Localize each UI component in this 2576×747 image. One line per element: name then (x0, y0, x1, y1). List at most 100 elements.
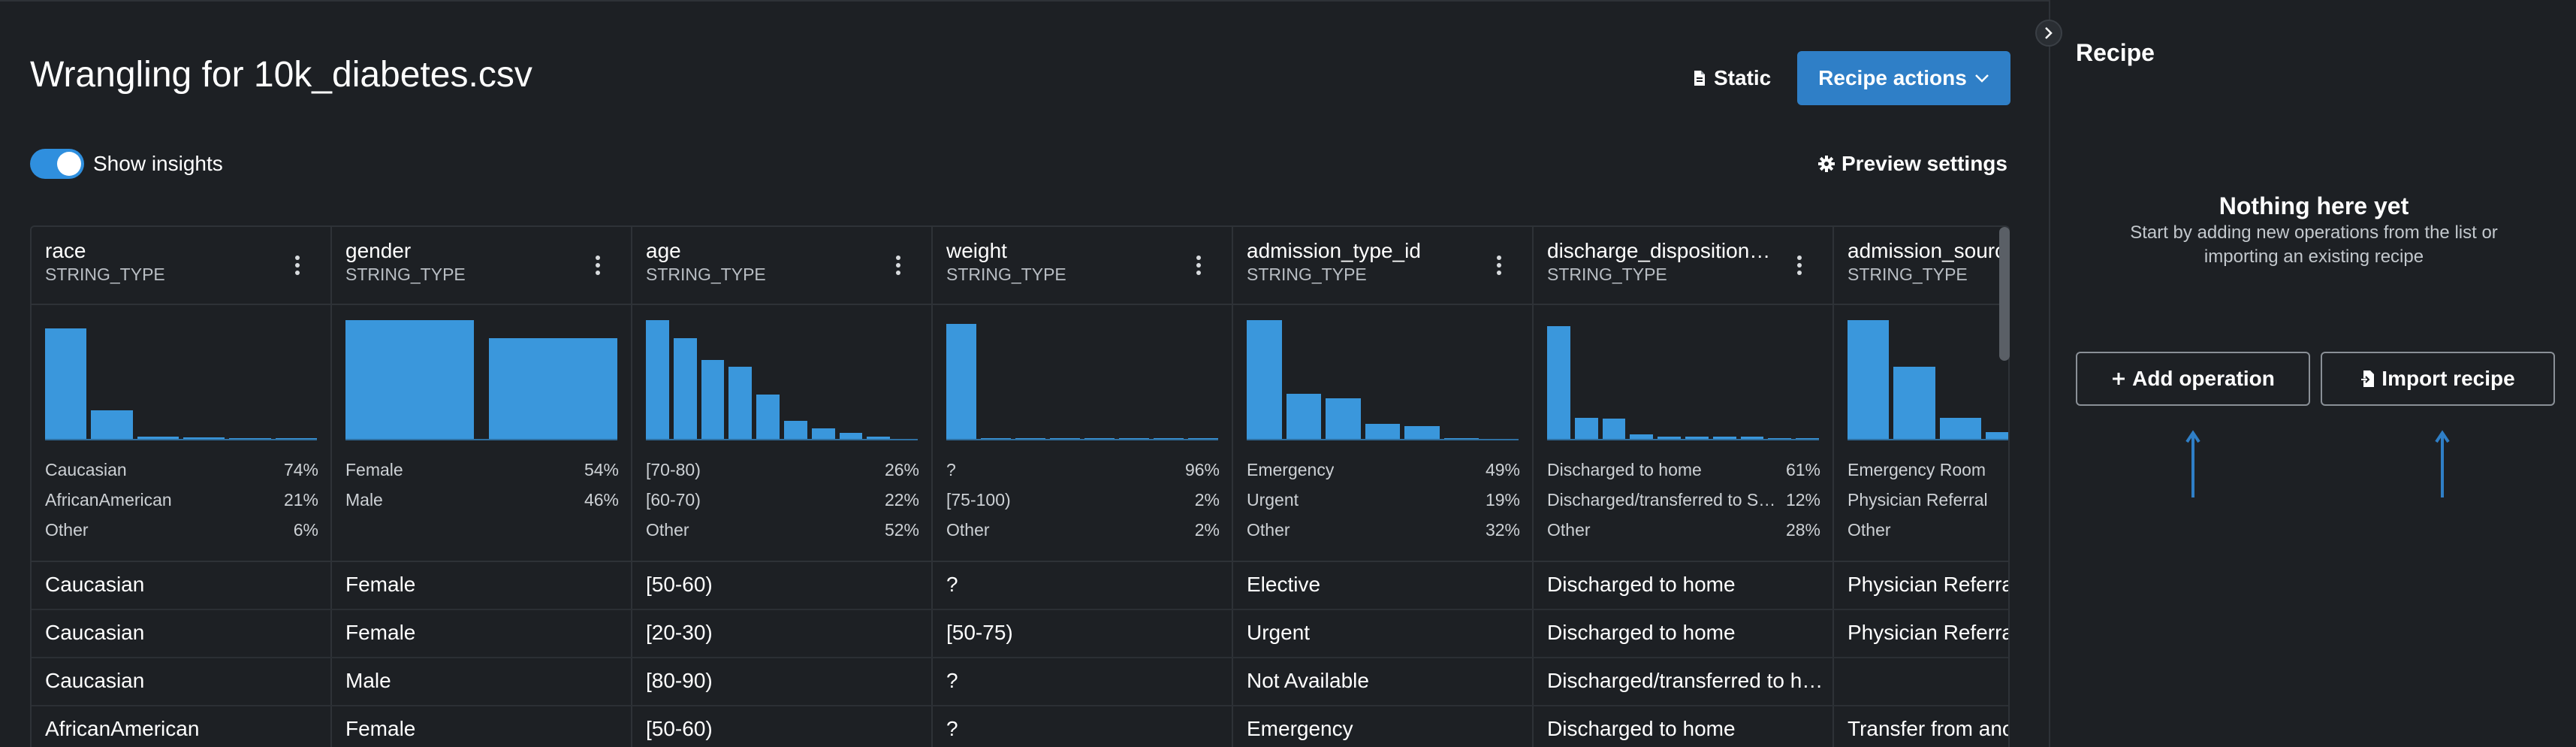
histogram-bar[interactable] (1740, 437, 1764, 440)
histogram-bar[interactable] (756, 395, 780, 440)
data-grid: race STRING_TYPE Caucasian 74% AfricanAmeric… (30, 225, 2010, 747)
value-frequency: Other 28% (1547, 520, 1820, 550)
histogram-bar[interactable] (839, 433, 863, 440)
histogram-bar[interactable] (1630, 434, 1654, 440)
value-label: Urgent (1247, 490, 1299, 510)
value-label: Emergency Room (1848, 460, 1986, 479)
column-header[interactable]: weight STRING_TYPE (933, 227, 1232, 305)
arrow-up-icon (2185, 430, 2200, 497)
table-cell[interactable]: Discharged to home (1547, 621, 1736, 644)
table-cell[interactable]: [50-60) (646, 717, 713, 740)
column-type: STRING_TYPE (646, 265, 766, 284)
table-cell[interactable]: ? (946, 573, 958, 596)
column-header[interactable]: age STRING_TYPE (632, 227, 931, 305)
chevron-down-icon (1974, 74, 1989, 83)
table-cell[interactable]: Elective (1247, 573, 1321, 596)
preview-settings-button[interactable]: Preview settings (1817, 149, 2007, 179)
table-cell[interactable]: [20-30) (646, 621, 713, 644)
table-cell[interactable]: AfricanAmerican (45, 717, 200, 740)
table-cell[interactable]: Not Available (1247, 669, 1369, 692)
table-cell[interactable]: Caucasian (45, 573, 145, 596)
more-vertical-icon[interactable] (1196, 256, 1202, 277)
table-cell[interactable]: Physician Referral (1848, 573, 2010, 596)
table-cell[interactable]: Caucasian (45, 621, 145, 644)
histogram-bar[interactable] (784, 421, 807, 440)
table-cell[interactable]: Physician Referral (1848, 621, 2010, 644)
histogram-bar[interactable] (946, 323, 976, 440)
panel-title: Recipe (2076, 39, 2155, 66)
histogram-bar[interactable] (45, 328, 87, 440)
table-cell[interactable]: Discharged/transferred to h… (1547, 669, 1823, 692)
column-header[interactable]: admission_source STRING_TYPE (1834, 227, 2008, 305)
table-cell[interactable]: [80-90) (646, 669, 713, 692)
more-vertical-icon[interactable] (595, 256, 601, 277)
value-percent: 96% (1184, 460, 1220, 479)
table-cell[interactable]: ? (946, 717, 958, 740)
value-percent: 28% (1785, 520, 1820, 540)
histogram-bar[interactable] (867, 437, 891, 440)
more-vertical-icon[interactable] (1796, 256, 1802, 277)
histogram-bar[interactable] (489, 338, 617, 440)
table-cell[interactable]: Urgent (1247, 621, 1311, 644)
histogram-bar[interactable] (1326, 398, 1361, 440)
histogram-bar[interactable] (728, 367, 753, 440)
histogram-bar[interactable] (1848, 320, 1890, 440)
table-cell[interactable]: Caucasian (45, 669, 145, 692)
column-1: gender STRING_TYPE Female 54% Male 46% Female F… (332, 227, 632, 747)
more-vertical-icon[interactable] (294, 256, 300, 277)
histogram-bar[interactable] (1939, 417, 1981, 440)
column-6: admission_source STRING_TYPE Emergency Roo… (1834, 227, 2010, 747)
table-cell[interactable]: [50-60) (646, 573, 713, 596)
table-cell[interactable]: Discharged to home (1547, 717, 1736, 740)
table-cell[interactable]: ? (946, 669, 958, 692)
histogram-bar[interactable] (646, 320, 669, 440)
histogram-bar[interactable] (1685, 437, 1709, 440)
histogram-bar[interactable] (1893, 367, 1935, 440)
histogram-bar[interactable] (811, 428, 835, 440)
value-frequency: Other 6% (45, 520, 318, 550)
column-header[interactable]: gender STRING_TYPE (332, 227, 631, 305)
more-vertical-icon[interactable] (895, 256, 901, 277)
histogram-bar[interactable] (1602, 419, 1626, 440)
histogram-bar[interactable] (1365, 423, 1401, 440)
histogram-bar[interactable] (345, 320, 474, 440)
static-toggle-button[interactable]: Static (1693, 62, 1771, 95)
show-insights-toggle[interactable] (30, 149, 84, 179)
histogram-bar[interactable] (1247, 320, 1282, 440)
table-cell[interactable]: Transfer from another (1848, 717, 2008, 740)
histogram-bar[interactable] (1986, 431, 2008, 440)
preview-settings-label: Preview settings (1842, 152, 2007, 175)
table-cell[interactable]: Female (345, 621, 416, 644)
more-vertical-icon[interactable] (1496, 256, 1502, 277)
column-0: race STRING_TYPE Caucasian 74% AfricanAmeric… (32, 227, 332, 747)
histogram-bar[interactable] (701, 359, 725, 440)
histogram-bar[interactable] (1404, 425, 1440, 440)
add-operation-button[interactable]: Add operation (2076, 352, 2310, 406)
histogram-bar[interactable] (673, 338, 697, 440)
collapse-panel-button[interactable] (2035, 20, 2062, 47)
histogram-bar[interactable] (1712, 437, 1736, 440)
histogram (946, 320, 1218, 440)
import-recipe-button[interactable]: Import recipe (2321, 352, 2555, 406)
table-cell[interactable]: Emergency (1247, 717, 1353, 740)
histogram-bar[interactable] (1658, 437, 1681, 440)
histogram-bar[interactable] (1574, 417, 1598, 440)
table-cell[interactable]: Female (345, 573, 416, 596)
recipe-actions-button[interactable]: Recipe actions (1797, 51, 2010, 105)
table-cell[interactable]: Female (345, 717, 416, 740)
table-cell[interactable]: [50-75) (946, 621, 1013, 644)
chevron-right-icon (2045, 27, 2053, 39)
vertical-scrollbar[interactable] (1999, 227, 2010, 361)
column-header[interactable]: discharge_disposition… STRING_TYPE (1534, 227, 1832, 305)
histogram-bar[interactable] (1547, 326, 1570, 440)
column-header[interactable]: race STRING_TYPE (32, 227, 330, 305)
histogram-bar[interactable] (137, 437, 179, 440)
column-header[interactable]: admission_type_id STRING_TYPE (1233, 227, 1532, 305)
column-type: STRING_TYPE (1547, 265, 1667, 284)
histogram-bar[interactable] (1286, 393, 1322, 440)
table-cell[interactable]: Male (345, 669, 391, 692)
table-cell[interactable]: Discharged to home (1547, 573, 1736, 596)
value-frequency: Other 2% (946, 520, 1220, 550)
histogram-bar[interactable] (91, 410, 133, 440)
value-percent: 2% (1194, 520, 1220, 540)
